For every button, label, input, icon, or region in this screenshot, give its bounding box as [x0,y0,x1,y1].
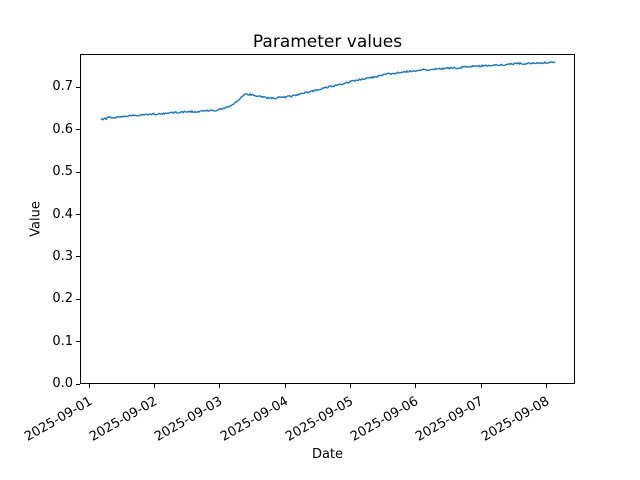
x-tick-mark [545,384,547,388]
y-tick-label: 0.0 [52,376,73,391]
x-tick-mark [415,384,417,388]
chart-title: Parameter values [252,32,403,52]
parameter-line-path [100,61,556,121]
x-tick-label: 2025-09-01 [22,394,95,445]
y-tick-label: 0.3 [52,248,73,264]
y-tick-mark [76,383,80,385]
x-tick-mark [88,384,90,388]
y-tick-label: 0.4 [52,206,73,222]
plot-area [80,54,575,384]
x-tick-mark [154,384,156,388]
y-tick-mark [76,171,80,173]
x-tick-mark [284,384,286,388]
x-tick-label: 2025-09-06 [348,394,422,445]
x-tick-label: 2025-09-04 [217,394,291,445]
y-tick-label: 0.5 [52,164,73,180]
x-tick-mark [350,384,351,388]
y-tick-mark [76,341,80,343]
line-series-parameter-value [100,61,556,121]
x-tick-label: 2025-09-07 [413,394,487,445]
y-tick-label: 0.2 [52,291,73,307]
x-tick-label: 2025-09-05 [283,394,357,445]
y-tick-mark [76,214,80,216]
x-tick-label: 2025-09-02 [87,394,161,445]
x-tick-mark [219,384,221,388]
y-tick-label: 0.7 [52,79,73,95]
y-tick-mark [76,86,80,88]
x-tick-label: 2025-09-03 [152,394,226,445]
y-tick-label: 0.1 [52,333,73,349]
y-tick-mark [76,129,80,131]
y-tick-label: 0.6 [52,121,73,137]
x-tick-label: 2025-09-08 [478,394,552,445]
y-tick-mark [76,256,80,258]
x-tick-mark [480,384,482,388]
x-axis-label: Date [311,447,344,462]
y-axis-label: Value [28,201,44,237]
y-tick-mark [76,298,80,300]
